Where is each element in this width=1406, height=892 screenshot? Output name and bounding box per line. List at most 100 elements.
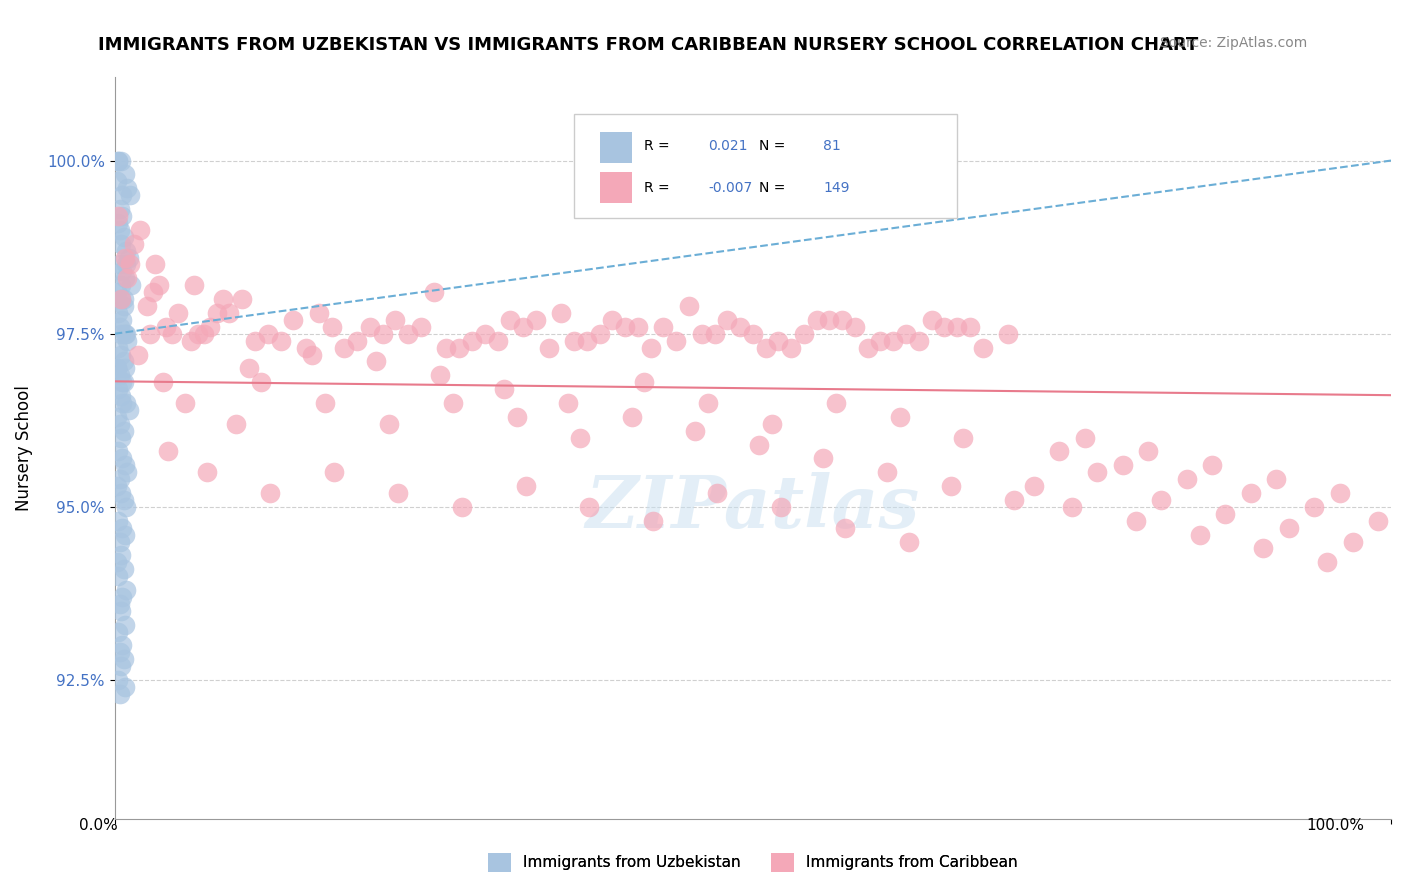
Point — [114, 458, 136, 473]
Point — [160, 326, 183, 341]
Point — [768, 334, 790, 348]
Point — [111, 639, 134, 653]
Point — [243, 334, 266, 348]
Point — [1087, 465, 1109, 479]
Point — [111, 521, 134, 535]
Text: 100.0%: 100.0% — [1306, 818, 1365, 832]
Point — [110, 549, 132, 563]
Point — [793, 326, 815, 341]
Point — [148, 278, 170, 293]
Point — [107, 209, 129, 223]
Point — [897, 534, 920, 549]
Point — [114, 527, 136, 541]
Point — [602, 313, 624, 327]
Point — [107, 153, 129, 168]
Point — [1265, 472, 1288, 486]
Point — [755, 341, 778, 355]
Point — [110, 486, 132, 500]
Point — [110, 326, 132, 341]
Point — [231, 292, 253, 306]
Point — [1341, 534, 1364, 549]
Point — [1022, 479, 1045, 493]
Point — [1047, 444, 1070, 458]
Point — [575, 334, 598, 348]
Point — [107, 306, 129, 320]
Point — [308, 306, 330, 320]
Legend: Immigrants from Uzbekistan, Immigrants from Caribbean: Immigrants from Uzbekistan, Immigrants f… — [482, 847, 1024, 878]
Point — [111, 209, 134, 223]
Point — [690, 326, 713, 341]
Point — [876, 465, 898, 479]
Point — [1239, 486, 1261, 500]
Point — [167, 306, 190, 320]
Point — [110, 431, 132, 445]
Point — [633, 376, 655, 390]
Text: 81: 81 — [823, 139, 841, 153]
Point — [107, 382, 129, 396]
Text: ZIPatlas: ZIPatlas — [586, 472, 920, 543]
Text: Source: ZipAtlas.com: Source: ZipAtlas.com — [1160, 36, 1308, 50]
Point — [110, 659, 132, 673]
Point — [831, 313, 853, 327]
Point — [643, 514, 665, 528]
Point — [1188, 527, 1211, 541]
Point — [108, 417, 131, 431]
Point — [627, 319, 650, 334]
Point — [135, 299, 157, 313]
Point — [1150, 493, 1173, 508]
Point — [706, 486, 728, 500]
Point — [110, 347, 132, 361]
Point — [384, 313, 406, 327]
Text: N =: N = — [759, 139, 790, 153]
Point — [111, 313, 134, 327]
Point — [152, 376, 174, 390]
Point — [105, 285, 128, 300]
Point — [110, 153, 132, 168]
Point — [120, 278, 142, 293]
Point — [323, 465, 346, 479]
Point — [108, 202, 131, 216]
Point — [108, 368, 131, 383]
Point — [111, 451, 134, 466]
Point — [145, 257, 167, 271]
Point — [115, 257, 138, 271]
Point — [441, 396, 464, 410]
Point — [110, 292, 132, 306]
Point — [112, 652, 135, 666]
Point — [640, 341, 662, 355]
Point — [359, 319, 381, 334]
Point — [907, 334, 929, 348]
Point — [115, 244, 138, 258]
Point — [183, 278, 205, 293]
Point — [1316, 555, 1339, 569]
Point — [107, 444, 129, 458]
Point — [108, 472, 131, 486]
Point — [461, 334, 484, 348]
Point — [157, 444, 180, 458]
Point — [321, 319, 343, 334]
Point — [333, 341, 356, 355]
Point — [108, 645, 131, 659]
Point — [1137, 444, 1160, 458]
Point — [270, 334, 292, 348]
Point — [856, 341, 879, 355]
Point — [678, 299, 700, 313]
Point — [193, 326, 215, 341]
Point — [108, 319, 131, 334]
Point — [665, 334, 688, 348]
Point — [959, 319, 981, 334]
Point — [114, 251, 136, 265]
Text: 0.0%: 0.0% — [79, 818, 118, 832]
Point — [112, 354, 135, 368]
Point — [105, 361, 128, 376]
Point — [1060, 500, 1083, 514]
Point — [314, 396, 336, 410]
Point — [195, 465, 218, 479]
Point — [449, 341, 471, 355]
Point — [450, 500, 472, 514]
Point — [107, 673, 129, 687]
Point — [486, 334, 509, 348]
Point — [703, 326, 725, 341]
Point — [108, 597, 131, 611]
Text: IMMIGRANTS FROM UZBEKISTAN VS IMMIGRANTS FROM CARIBBEAN NURSERY SCHOOL CORRELATI: IMMIGRANTS FROM UZBEKISTAN VS IMMIGRANTS… — [98, 36, 1199, 54]
